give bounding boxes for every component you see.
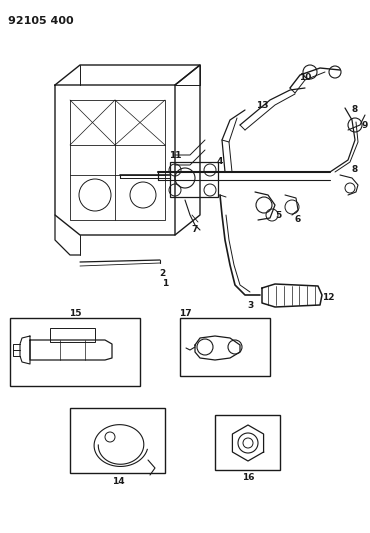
Text: 16: 16 xyxy=(242,472,254,481)
Text: 13: 13 xyxy=(256,101,268,110)
Text: 7: 7 xyxy=(192,225,198,235)
Text: 15: 15 xyxy=(69,309,81,318)
Bar xyxy=(180,318,270,376)
Text: 9: 9 xyxy=(362,120,368,130)
Bar xyxy=(10,318,140,386)
Text: 6: 6 xyxy=(295,215,301,224)
Text: 11: 11 xyxy=(169,150,181,159)
Text: 8: 8 xyxy=(352,106,358,115)
Text: 12: 12 xyxy=(322,294,334,303)
Text: 2: 2 xyxy=(159,270,165,279)
Bar xyxy=(70,408,165,473)
Text: 10: 10 xyxy=(299,74,311,83)
Text: 92105 400: 92105 400 xyxy=(8,16,74,26)
Bar xyxy=(170,162,218,197)
Text: 3: 3 xyxy=(247,301,253,310)
Text: 5: 5 xyxy=(275,212,281,221)
Bar xyxy=(50,328,95,342)
Text: 14: 14 xyxy=(112,478,124,487)
Bar xyxy=(215,415,280,470)
Text: 17: 17 xyxy=(179,309,191,318)
Text: 1: 1 xyxy=(162,279,168,287)
Text: 4: 4 xyxy=(217,157,223,166)
Text: 8: 8 xyxy=(352,166,358,174)
